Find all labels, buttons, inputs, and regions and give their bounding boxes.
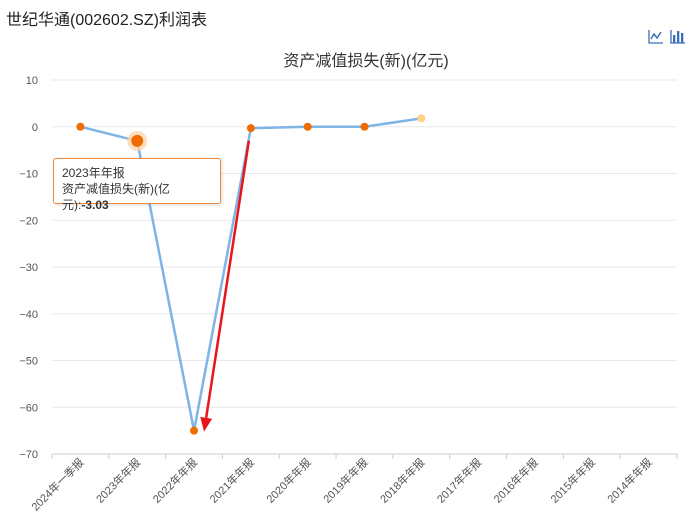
data-tooltip: 2023年年报 资产减值损失(新)(亿元):-3.03 (53, 158, 221, 212)
y-axis: 10 0 −10 −20 −30 −40 −50 −60 −70 (19, 75, 38, 461)
data-point (190, 426, 199, 435)
x-tick-label: 2022年年报 (150, 455, 201, 506)
x-tick-label: 2020年年报 (263, 455, 314, 506)
data-point (76, 122, 85, 131)
page-title: 世纪华通(002602.SZ)利润表 (6, 12, 207, 29)
x-axis: 2024年一季报 2023年年报 2022年年报 2021年年报 2020年年报 2019… (28, 453, 678, 514)
tooltip-label: 资产减值损失(新)(亿元): (62, 182, 170, 212)
data-point (360, 122, 369, 131)
annotation-arrow (200, 140, 251, 432)
tooltip-value: -3.03 (81, 198, 109, 212)
y-tick-label: 10 (26, 75, 38, 87)
y-tick-label: −20 (19, 215, 38, 227)
x-tick-label: 2017年年报 (434, 455, 485, 506)
y-tick-label: −50 (19, 356, 38, 368)
tooltip-row: 资产减值损失(新)(亿元):-3.03 (62, 181, 212, 213)
y-tick-label: 0 (32, 122, 38, 134)
bar-chart-icon[interactable] (670, 28, 686, 44)
x-tick-label: 2023年年报 (93, 455, 144, 506)
arrow-shaft (204, 140, 251, 418)
x-tick-label: 2016年年报 (491, 455, 542, 506)
arrow-head (200, 416, 213, 432)
line-chart-icon[interactable] (648, 28, 664, 44)
tooltip-category: 2023年年报 (62, 166, 125, 180)
series-asset-impairment (76, 114, 426, 435)
x-tick-label: 2018年年报 (377, 455, 428, 506)
data-point (131, 134, 144, 147)
y-tick-label: −40 (19, 309, 38, 321)
x-tick-label: 2024年一季报 (28, 455, 86, 513)
data-point (417, 114, 426, 123)
y-tick-label: −70 (19, 449, 38, 461)
data-point (246, 124, 255, 133)
chart-title: 资产减值损失(新)(亿元) (283, 52, 448, 70)
x-tick-label: 2015年年报 (547, 455, 598, 506)
data-point (303, 122, 312, 131)
x-tick-label: 2021年年报 (206, 455, 257, 506)
y-tick-label: −30 (19, 262, 38, 274)
x-tick-label: 2014年年报 (604, 455, 655, 506)
y-tick-label: −60 (19, 402, 38, 414)
y-tick-label: −10 (19, 169, 38, 181)
x-tick-label: 2019年年报 (320, 455, 371, 506)
chart-toolbar (648, 28, 686, 44)
